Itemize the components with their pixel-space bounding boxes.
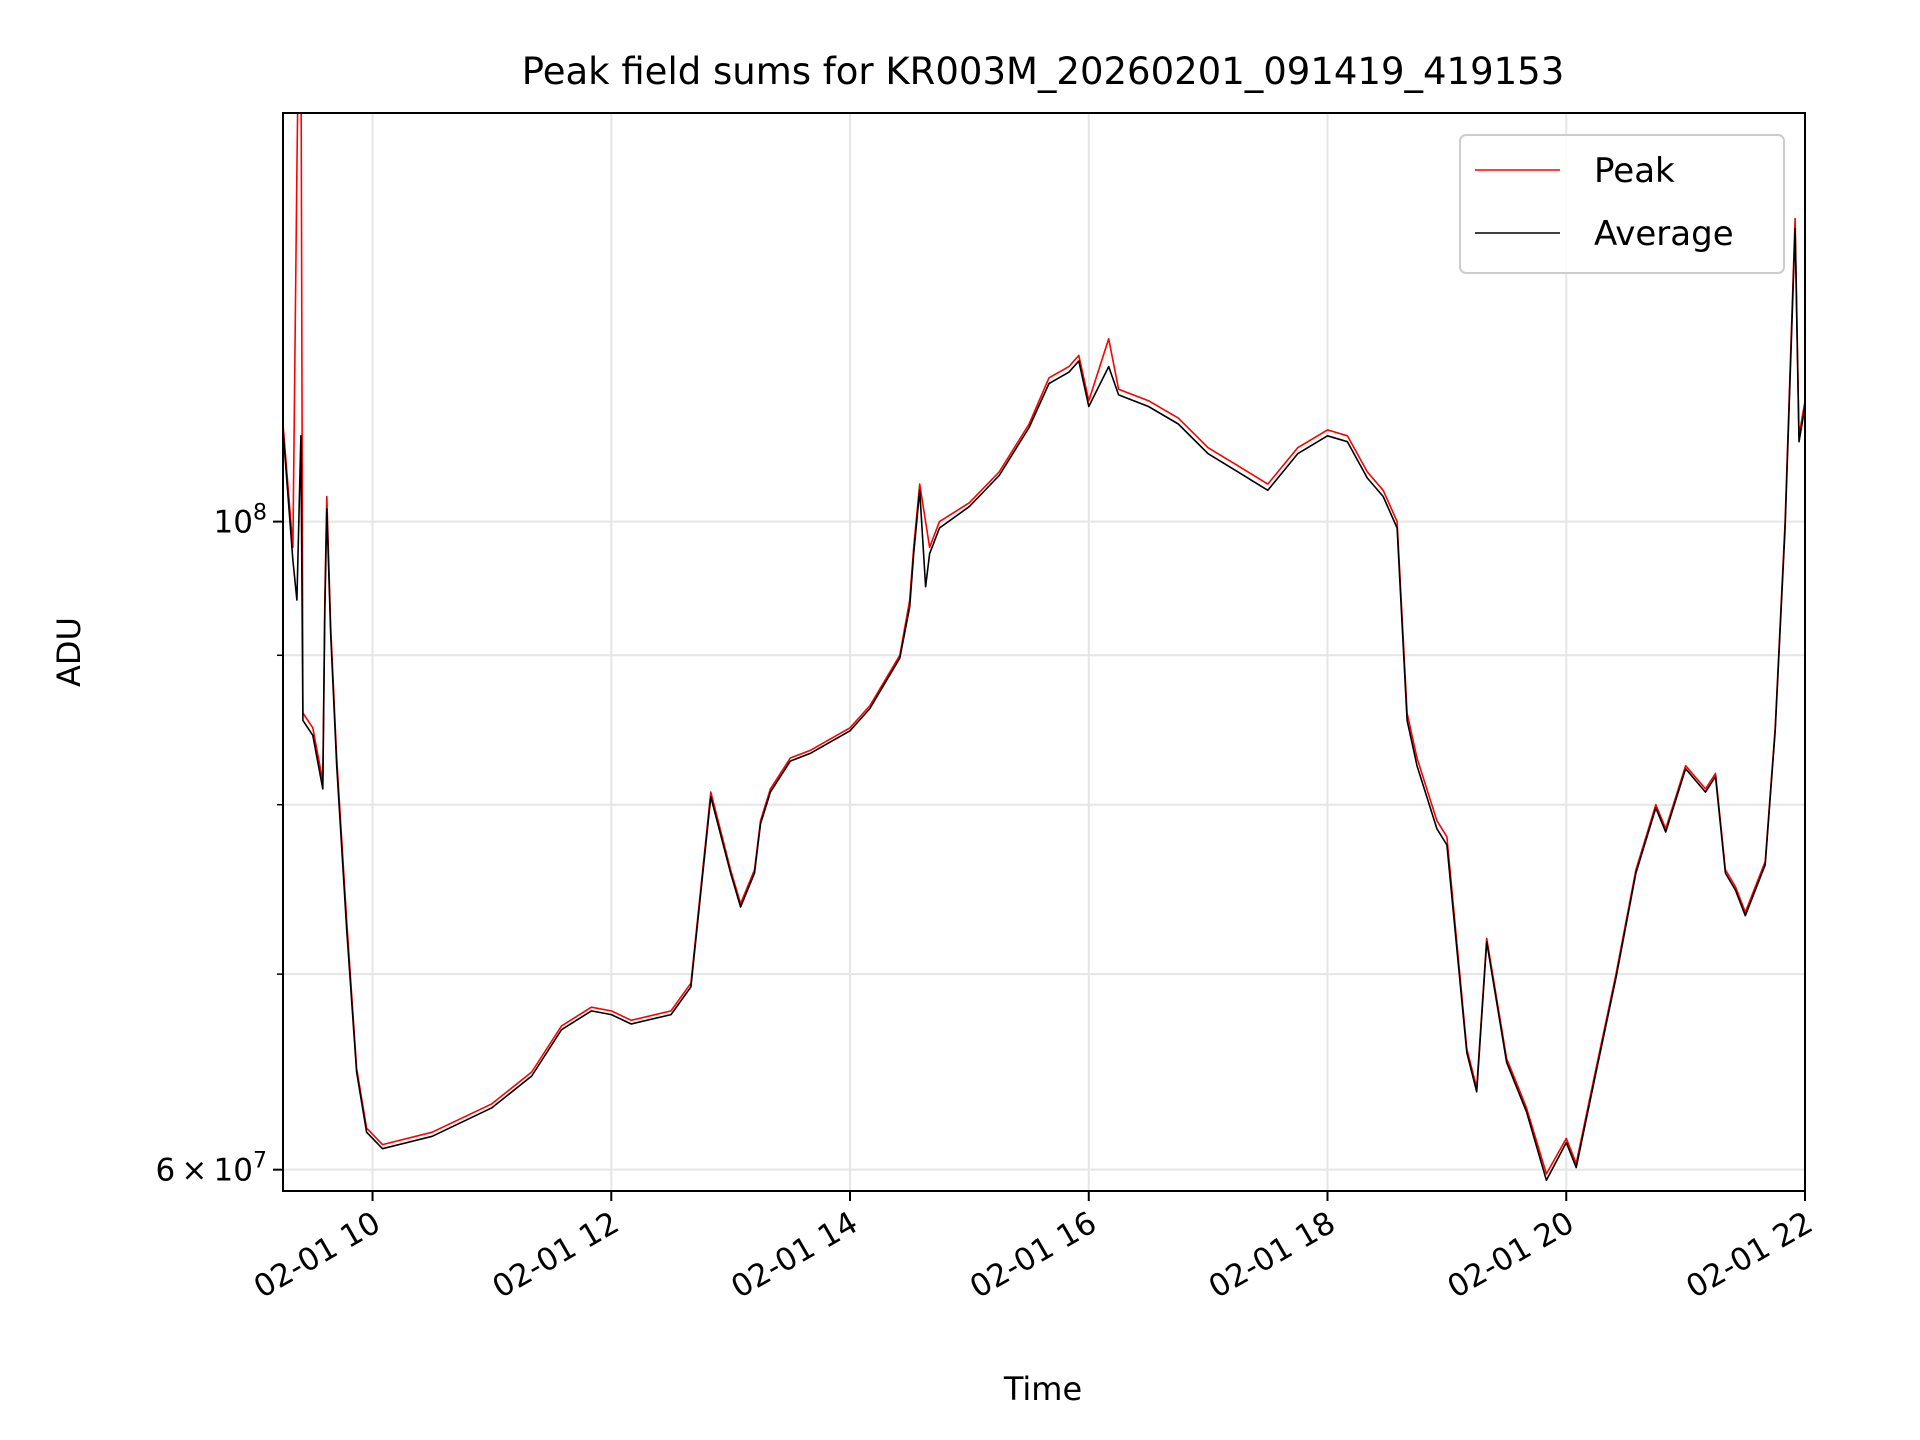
y-tick-label: 6 × 107: [155, 1149, 267, 1189]
legend-label-average: Average: [1594, 214, 1734, 254]
legend: Peak Average: [1459, 134, 1785, 274]
grid: [283, 113, 1806, 1191]
series-line-average: [283, 227, 1805, 1182]
plot-frame: [282, 112, 1806, 1192]
x-axis-label: Time: [1003, 1370, 1082, 1408]
legend-label-peak: Peak: [1594, 151, 1675, 191]
chart-title: Peak field sums for KR003M_20260201_0914…: [522, 50, 1565, 93]
y-tick-label: 108: [214, 501, 267, 541]
series-layer: [283, 113, 1805, 1182]
y-axis-label: ADU: [50, 617, 88, 687]
